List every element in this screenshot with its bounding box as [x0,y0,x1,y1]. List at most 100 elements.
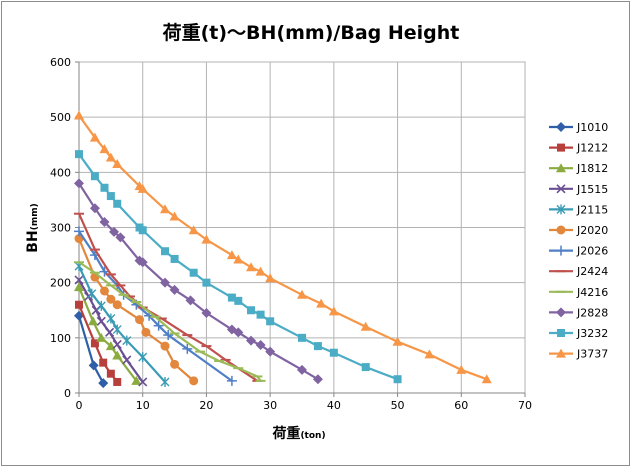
legend-label-j2020: J2020 [576,224,608,237]
legend-marker-j3232 [557,329,565,337]
data-point-j3737 [481,374,492,384]
x-tick-label: 20 [199,399,213,412]
data-point-j3737 [99,144,110,154]
chart-title: 荷重(t)～BH(mm)/Bag Height [163,21,460,44]
data-point-j2828 [246,335,257,346]
data-point-j3737 [456,364,467,374]
series-line-j2020 [77,238,195,382]
series-j1515 [74,275,148,387]
x-axis-title-unit: (ton) [300,431,325,441]
data-point-j3232 [75,150,83,159]
data-point-j3232 [202,278,211,287]
data-point-j3232 [170,254,179,263]
data-point-j2828 [89,203,100,214]
data-point-j2115 [138,352,148,363]
data-point-j2026 [163,330,174,341]
y-tick-label: 0 [64,387,71,400]
legend-label-j3737: J3737 [576,348,608,361]
legend-label-j3232: J3232 [576,327,608,340]
data-point-j1010 [88,360,99,371]
y-tick-label: 200 [50,277,71,290]
data-point-j1212 [106,369,115,378]
series-j3232 [75,150,402,384]
legend-marker-j1812 [556,163,566,173]
data-point-j2828 [297,364,307,375]
data-point-j2026 [74,226,84,237]
data-point-j2828 [312,374,323,385]
data-point-j3737 [201,234,212,244]
data-point-j3232 [234,296,243,305]
legend-item-j2424: J2424 [549,265,608,278]
data-point-j3737 [137,183,148,193]
data-point-j3232 [113,199,122,208]
legend-marker-j2828 [556,307,566,318]
legend-label-j1812: J1812 [576,162,608,175]
data-point-j3737 [360,321,371,331]
x-tick-label: 0 [76,399,83,412]
legend-label-j1515: J1515 [576,183,608,196]
data-point-j1515 [74,275,84,285]
data-point-j3737 [265,273,276,283]
data-point-j2115 [160,376,170,387]
data-point-j3232 [266,317,275,326]
svg-text:BH(mm): BH(mm) [25,203,41,252]
legend-item-j4216: J4216 [549,286,608,299]
data-point-j3737 [160,204,171,214]
legend-label-j1212: J1212 [576,142,608,155]
legend-label-j2026: J2026 [576,245,608,258]
data-point-j3737 [89,132,100,142]
legend-marker-j1515 [556,184,566,194]
data-point-j3232 [329,348,338,357]
y-tick-label: 300 [50,222,71,235]
x-tick-label: 60 [454,399,468,412]
legend-label-j4216: J4216 [576,286,608,299]
legend-item-j2115: J2115 [549,203,608,216]
y-tick-label: 100 [50,332,71,345]
x-tick-label: 10 [136,399,150,412]
data-point-j2828 [233,327,244,338]
data-point-j2020 [99,286,109,296]
data-point-j1212 [99,358,108,367]
data-point-j3232 [361,363,370,372]
data-point-j2020 [106,294,116,304]
data-point-j1515 [138,377,148,387]
data-point-j2115 [106,313,116,324]
data-point-j3737 [316,298,327,308]
data-point-j1812 [131,375,142,385]
legend-item-j1010: J1010 [549,121,608,134]
data-point-j3232 [90,172,99,181]
series-j2828 [74,178,323,385]
legend-marker-j2020 [556,225,566,235]
data-point-j3232 [106,192,115,201]
data-point-j3737 [112,159,123,169]
y-axis-title-unit: (mm) [30,203,40,230]
data-point-j2828 [265,346,276,357]
y-tick-label: 500 [50,111,71,124]
data-point-j3232 [227,293,236,302]
data-point-j1212 [90,339,99,348]
y-tick-label: 600 [50,56,71,69]
data-point-j1515 [112,339,122,350]
data-point-j3232 [256,310,265,319]
data-point-j2115 [122,335,132,346]
data-point-j3737 [424,349,435,359]
data-point-j3737 [297,289,307,299]
legend-item-j2828: J2828 [549,306,608,319]
legend-item-j2020: J2020 [549,224,608,237]
legend-item-j1515: J1515 [549,183,608,196]
data-point-j1212 [75,300,83,309]
data-point-j2828 [185,295,196,306]
data-point-j2115 [96,300,106,311]
data-point-j2828 [255,340,266,351]
data-point-j2020 [112,300,122,310]
legend: J1010 J1212 J1812 J1515 J2115 J2020 J2026 J2424… [549,121,608,361]
data-point-j2828 [160,277,171,288]
data-point-j1515 [105,327,115,337]
legend-marker-j1212 [557,143,565,152]
data-point-j3737 [255,266,266,276]
data-point-j3737 [328,306,339,316]
data-point-j2828 [137,257,148,268]
series-line-j4216 [78,261,262,382]
data-point-j3737 [392,336,403,346]
